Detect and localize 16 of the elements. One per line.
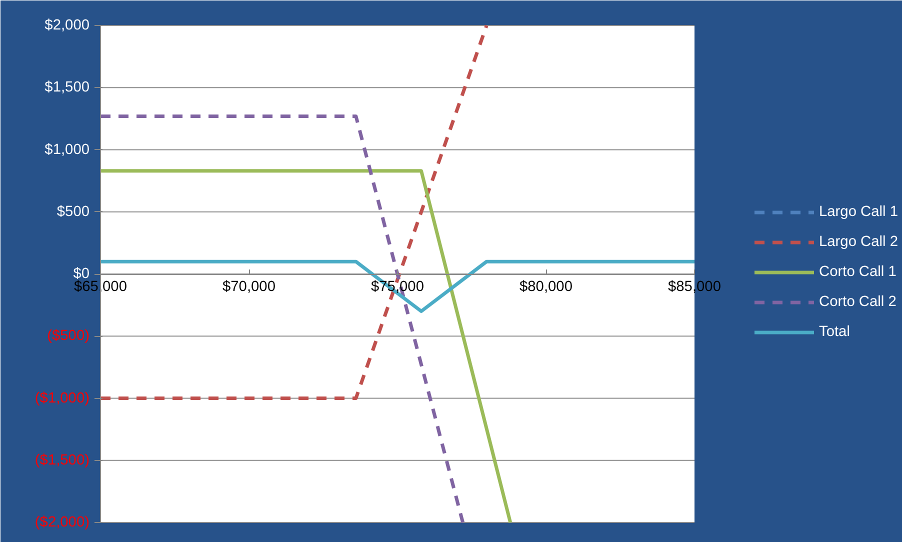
y-tick-label: $1,500 (44, 80, 90, 96)
x-tick-label: $65,000 (74, 279, 127, 295)
y-tick-label: ($2,000) (34, 514, 90, 530)
legend-label: Largo Call 2 (819, 234, 898, 250)
legend-label: Total (819, 324, 850, 340)
legend-label: Corto Call 1 (819, 264, 896, 280)
x-tick-label: $70,000 (222, 279, 276, 295)
legend-label: Corto Call 2 (819, 294, 896, 310)
y-tick-label: ($1,000) (34, 390, 90, 406)
x-tick-label: $80,000 (520, 279, 572, 295)
legend-label: Largo Call 1 (819, 204, 898, 220)
y-tick-label: ($500) (47, 328, 90, 344)
y-tick-label: ($1,500) (34, 452, 90, 468)
y-tick-label: $1,000 (44, 142, 90, 158)
y-tick-label: $500 (56, 204, 90, 220)
y-tick-label: $2,000 (44, 18, 90, 34)
